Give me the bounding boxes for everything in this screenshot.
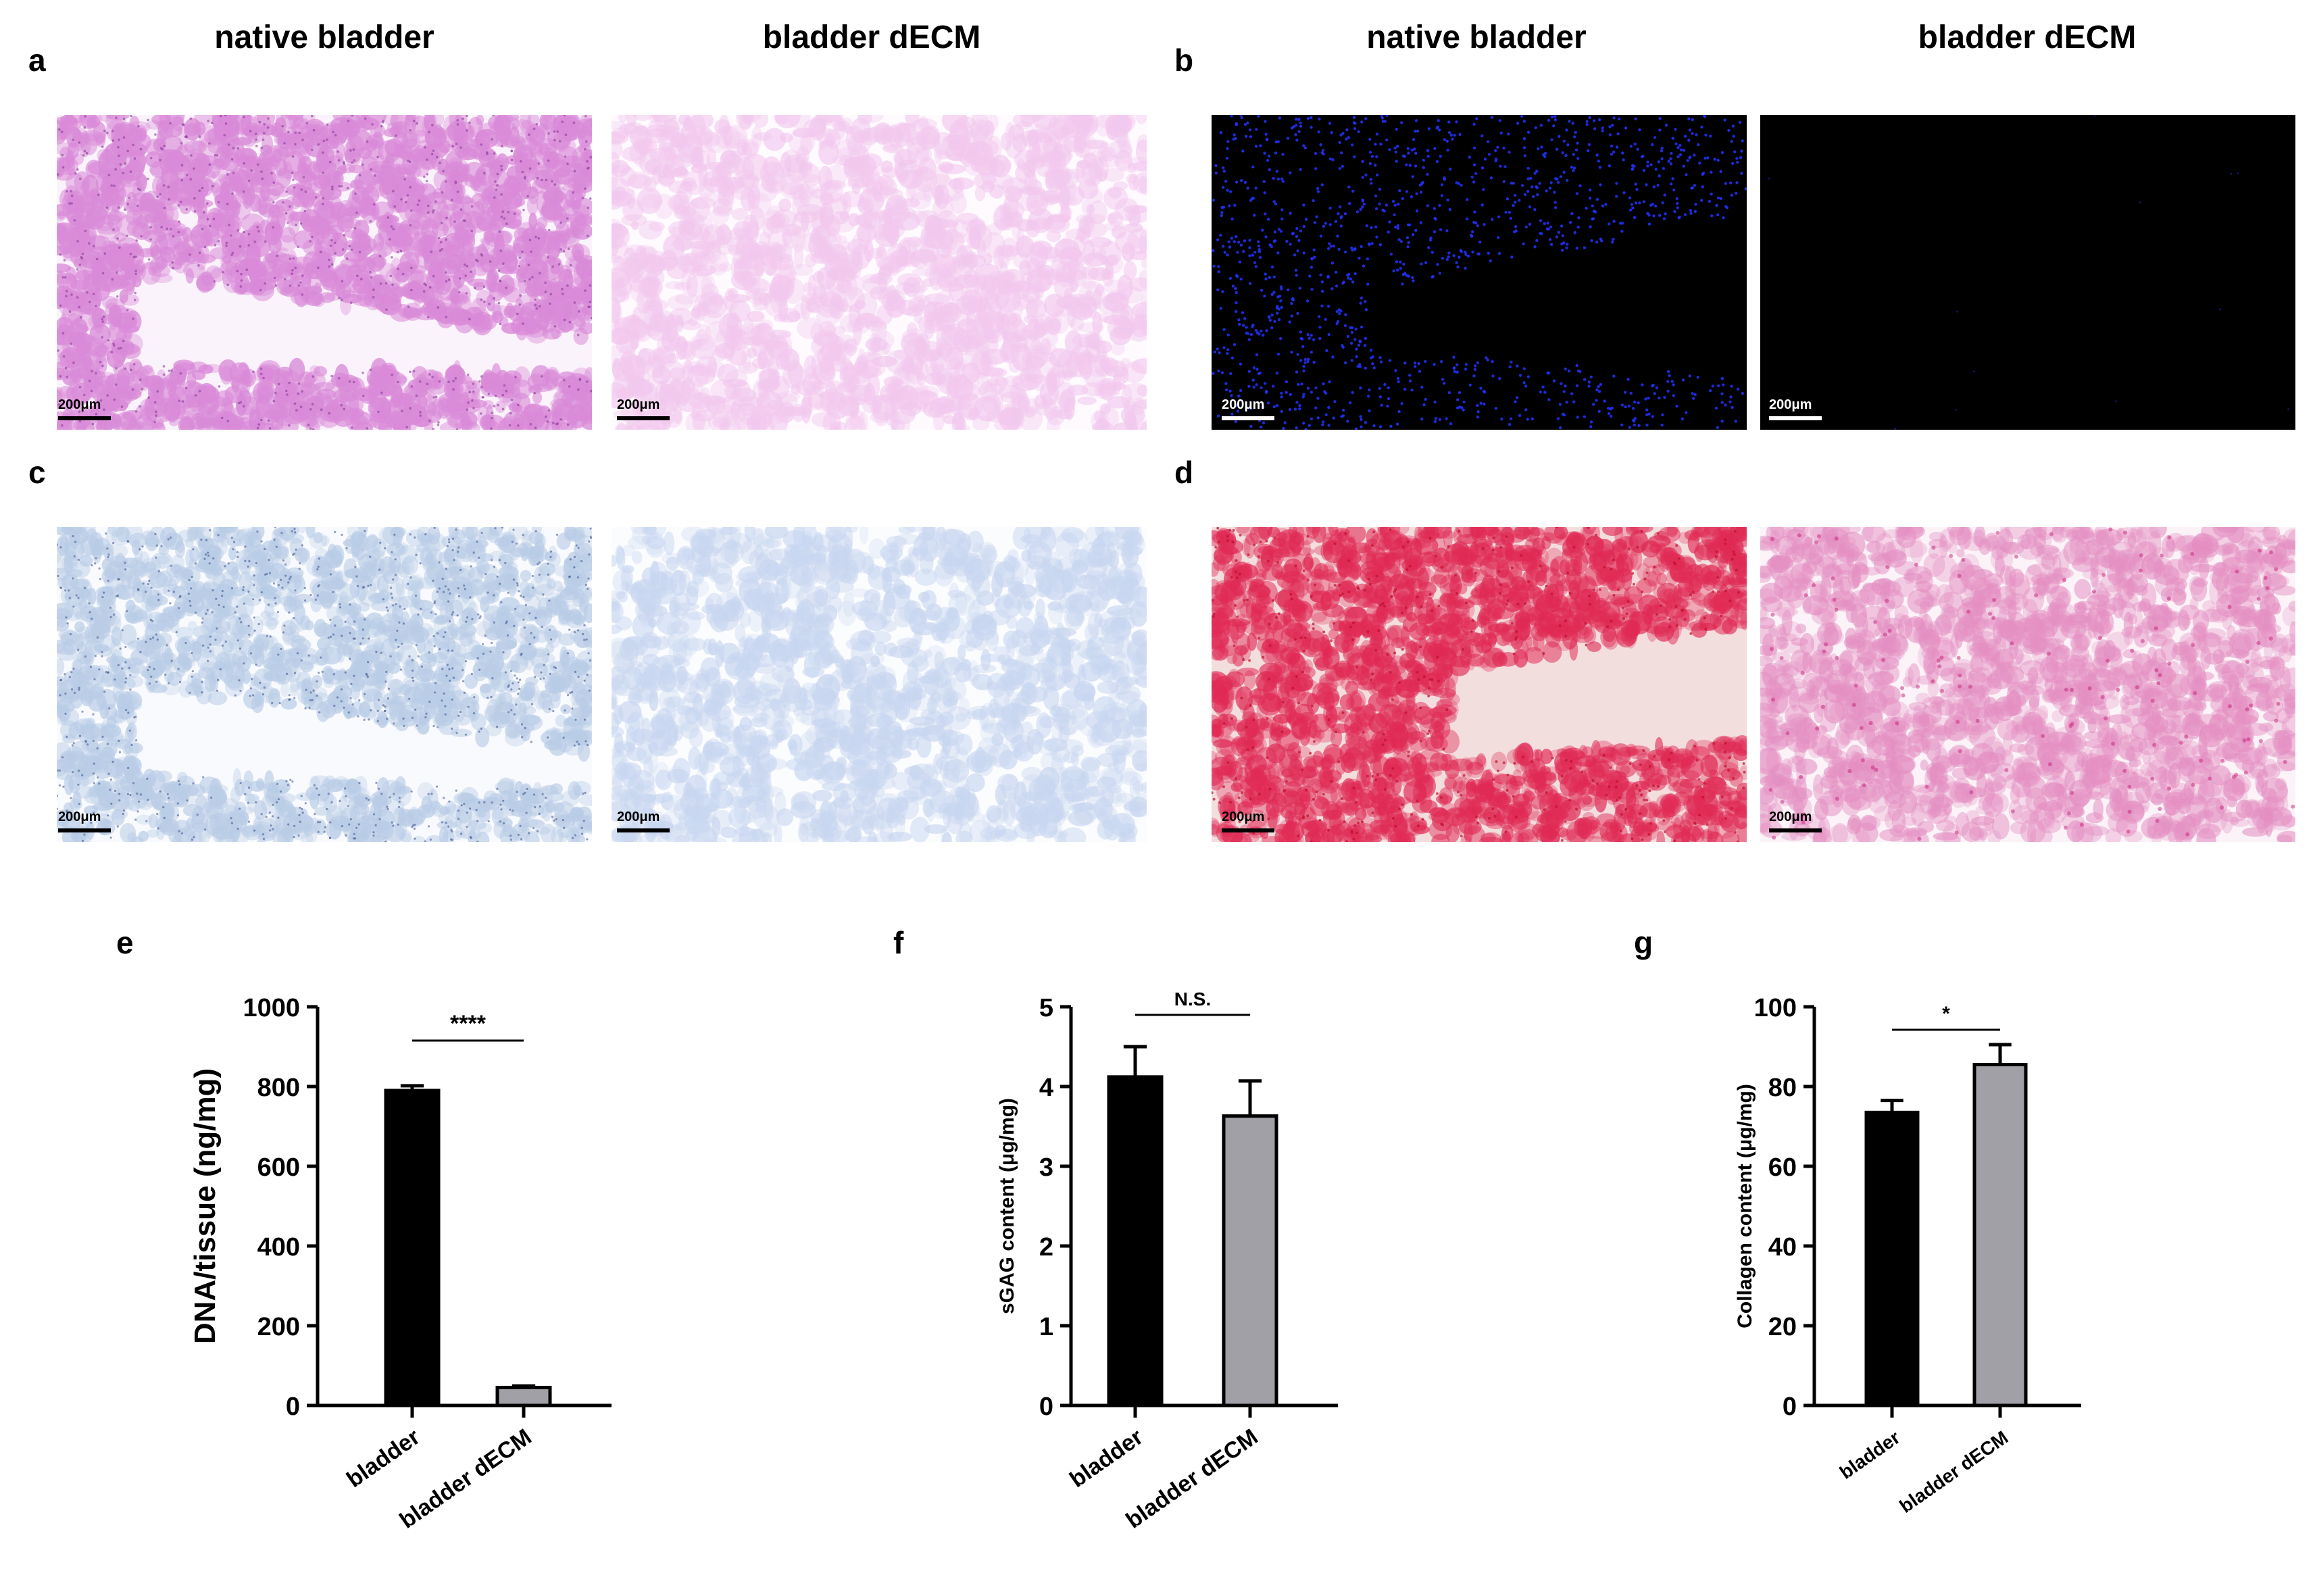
scale-bar-c1: [58, 828, 111, 832]
x-tick-label: bladder: [1065, 1424, 1147, 1493]
y-tick-label: 800: [257, 1074, 300, 1102]
alcian-decm-micrograph: [612, 527, 1147, 842]
y-tick-label: 400: [257, 1233, 300, 1262]
y-tick-label: 2: [1039, 1233, 1053, 1262]
scale-bar-d2: [1769, 828, 1822, 832]
scale-bar-label-d1: 200μm: [1222, 809, 1265, 824]
scale-bar-a2: [617, 416, 670, 420]
alcian-native-micrograph: [57, 527, 592, 842]
sirius-decm-micrograph: [1760, 527, 2295, 842]
bar-bladder: [1864, 1110, 1920, 1407]
dapi-native-micrograph: [1212, 115, 1747, 430]
y-axis-label: sGAG content (μg/mg): [996, 1098, 1018, 1314]
panel-label-d: d: [1174, 455, 1194, 490]
scale-bar-b1: [1222, 416, 1274, 420]
y-tick-label: 200: [257, 1313, 300, 1341]
panel-label-g: g: [1634, 925, 1653, 960]
x-tick-label: bladder: [342, 1424, 424, 1493]
y-tick-label: 0: [1783, 1393, 1797, 1421]
bar-bladder-decm: [1222, 1114, 1278, 1407]
panel-label-e: e: [116, 925, 134, 960]
panel-label-b: b: [1174, 43, 1194, 78]
y-tick-label: 0: [286, 1393, 300, 1421]
y-tick-label: 80: [1768, 1074, 1797, 1102]
sirius-native-micrograph: [1212, 527, 1747, 842]
dapi-decm-micrograph: [1760, 115, 2295, 430]
y-tick-label: 3: [1039, 1153, 1053, 1182]
scale-bar-b2: [1769, 416, 1822, 420]
scale-bar-label-c2: 200μm: [617, 809, 660, 824]
y-tick-label: 60: [1768, 1153, 1797, 1182]
y-tick-label: 1: [1039, 1313, 1053, 1341]
panel-label-f: f: [893, 925, 904, 960]
y-axis-label: Collagen content (μg/mg): [1734, 1084, 1756, 1328]
bar-bladder-decm: [495, 1385, 552, 1407]
chart-g-collagen: 0 20 40 60 80 100 Collagen content (μg/mg) blad…: [1734, 994, 2081, 1517]
column-title-native-left: native bladder: [214, 20, 434, 55]
he-decm-micrograph: [612, 115, 1147, 430]
bar-bladder-decm: [1972, 1063, 2028, 1407]
y-tick-label: 5: [1039, 994, 1053, 1022]
x-tick-label: bladder dECM: [1895, 1427, 2012, 1517]
scale-bar-label-b2: 200μm: [1769, 397, 1812, 412]
significance-label: *: [1942, 1003, 1950, 1025]
y-tick-label: 4: [1039, 1074, 1053, 1102]
scale-bar-d1: [1222, 828, 1274, 832]
panel-label-c: c: [28, 455, 46, 490]
x-tick-label: bladder: [1836, 1426, 1904, 1482]
y-tick-label: 600: [257, 1153, 300, 1182]
y-tick-label: 20: [1768, 1313, 1797, 1341]
scale-bar-c2: [617, 828, 670, 832]
bar-bladder: [384, 1089, 441, 1407]
scale-bar-label-b1: 200μm: [1222, 397, 1265, 412]
he-native-micrograph: [57, 115, 592, 430]
y-tick-label: 40: [1768, 1233, 1797, 1262]
column-title-native-right: native bladder: [1366, 20, 1587, 55]
scale-bar-label-c1: 200μm: [58, 809, 101, 824]
y-tick-label: 1000: [243, 994, 300, 1022]
column-title-decm-right: bladder dECM: [1918, 20, 2137, 55]
y-tick-label: 100: [1754, 994, 1797, 1022]
significance-label: ****: [450, 1011, 487, 1037]
scale-bar-label-d2: 200μm: [1769, 809, 1812, 824]
scale-bar-label-a2: 200μm: [617, 397, 660, 412]
panel-label-a: a: [28, 43, 46, 78]
y-axis-label: DNA/tissue (ng/mg): [189, 1068, 222, 1344]
significance-label: N.S.: [1174, 989, 1211, 1009]
y-tick-label: 0: [1039, 1393, 1053, 1421]
chart-e-dna: 0 200 400 600 800 1000 DNA/tissue (ng/mg) bladd…: [189, 994, 612, 1534]
bar-bladder: [1107, 1075, 1164, 1407]
column-title-decm-left: bladder dECM: [762, 20, 981, 55]
scale-bar-a1: [58, 416, 111, 420]
scale-bar-label-a1: 200μm: [58, 397, 101, 412]
